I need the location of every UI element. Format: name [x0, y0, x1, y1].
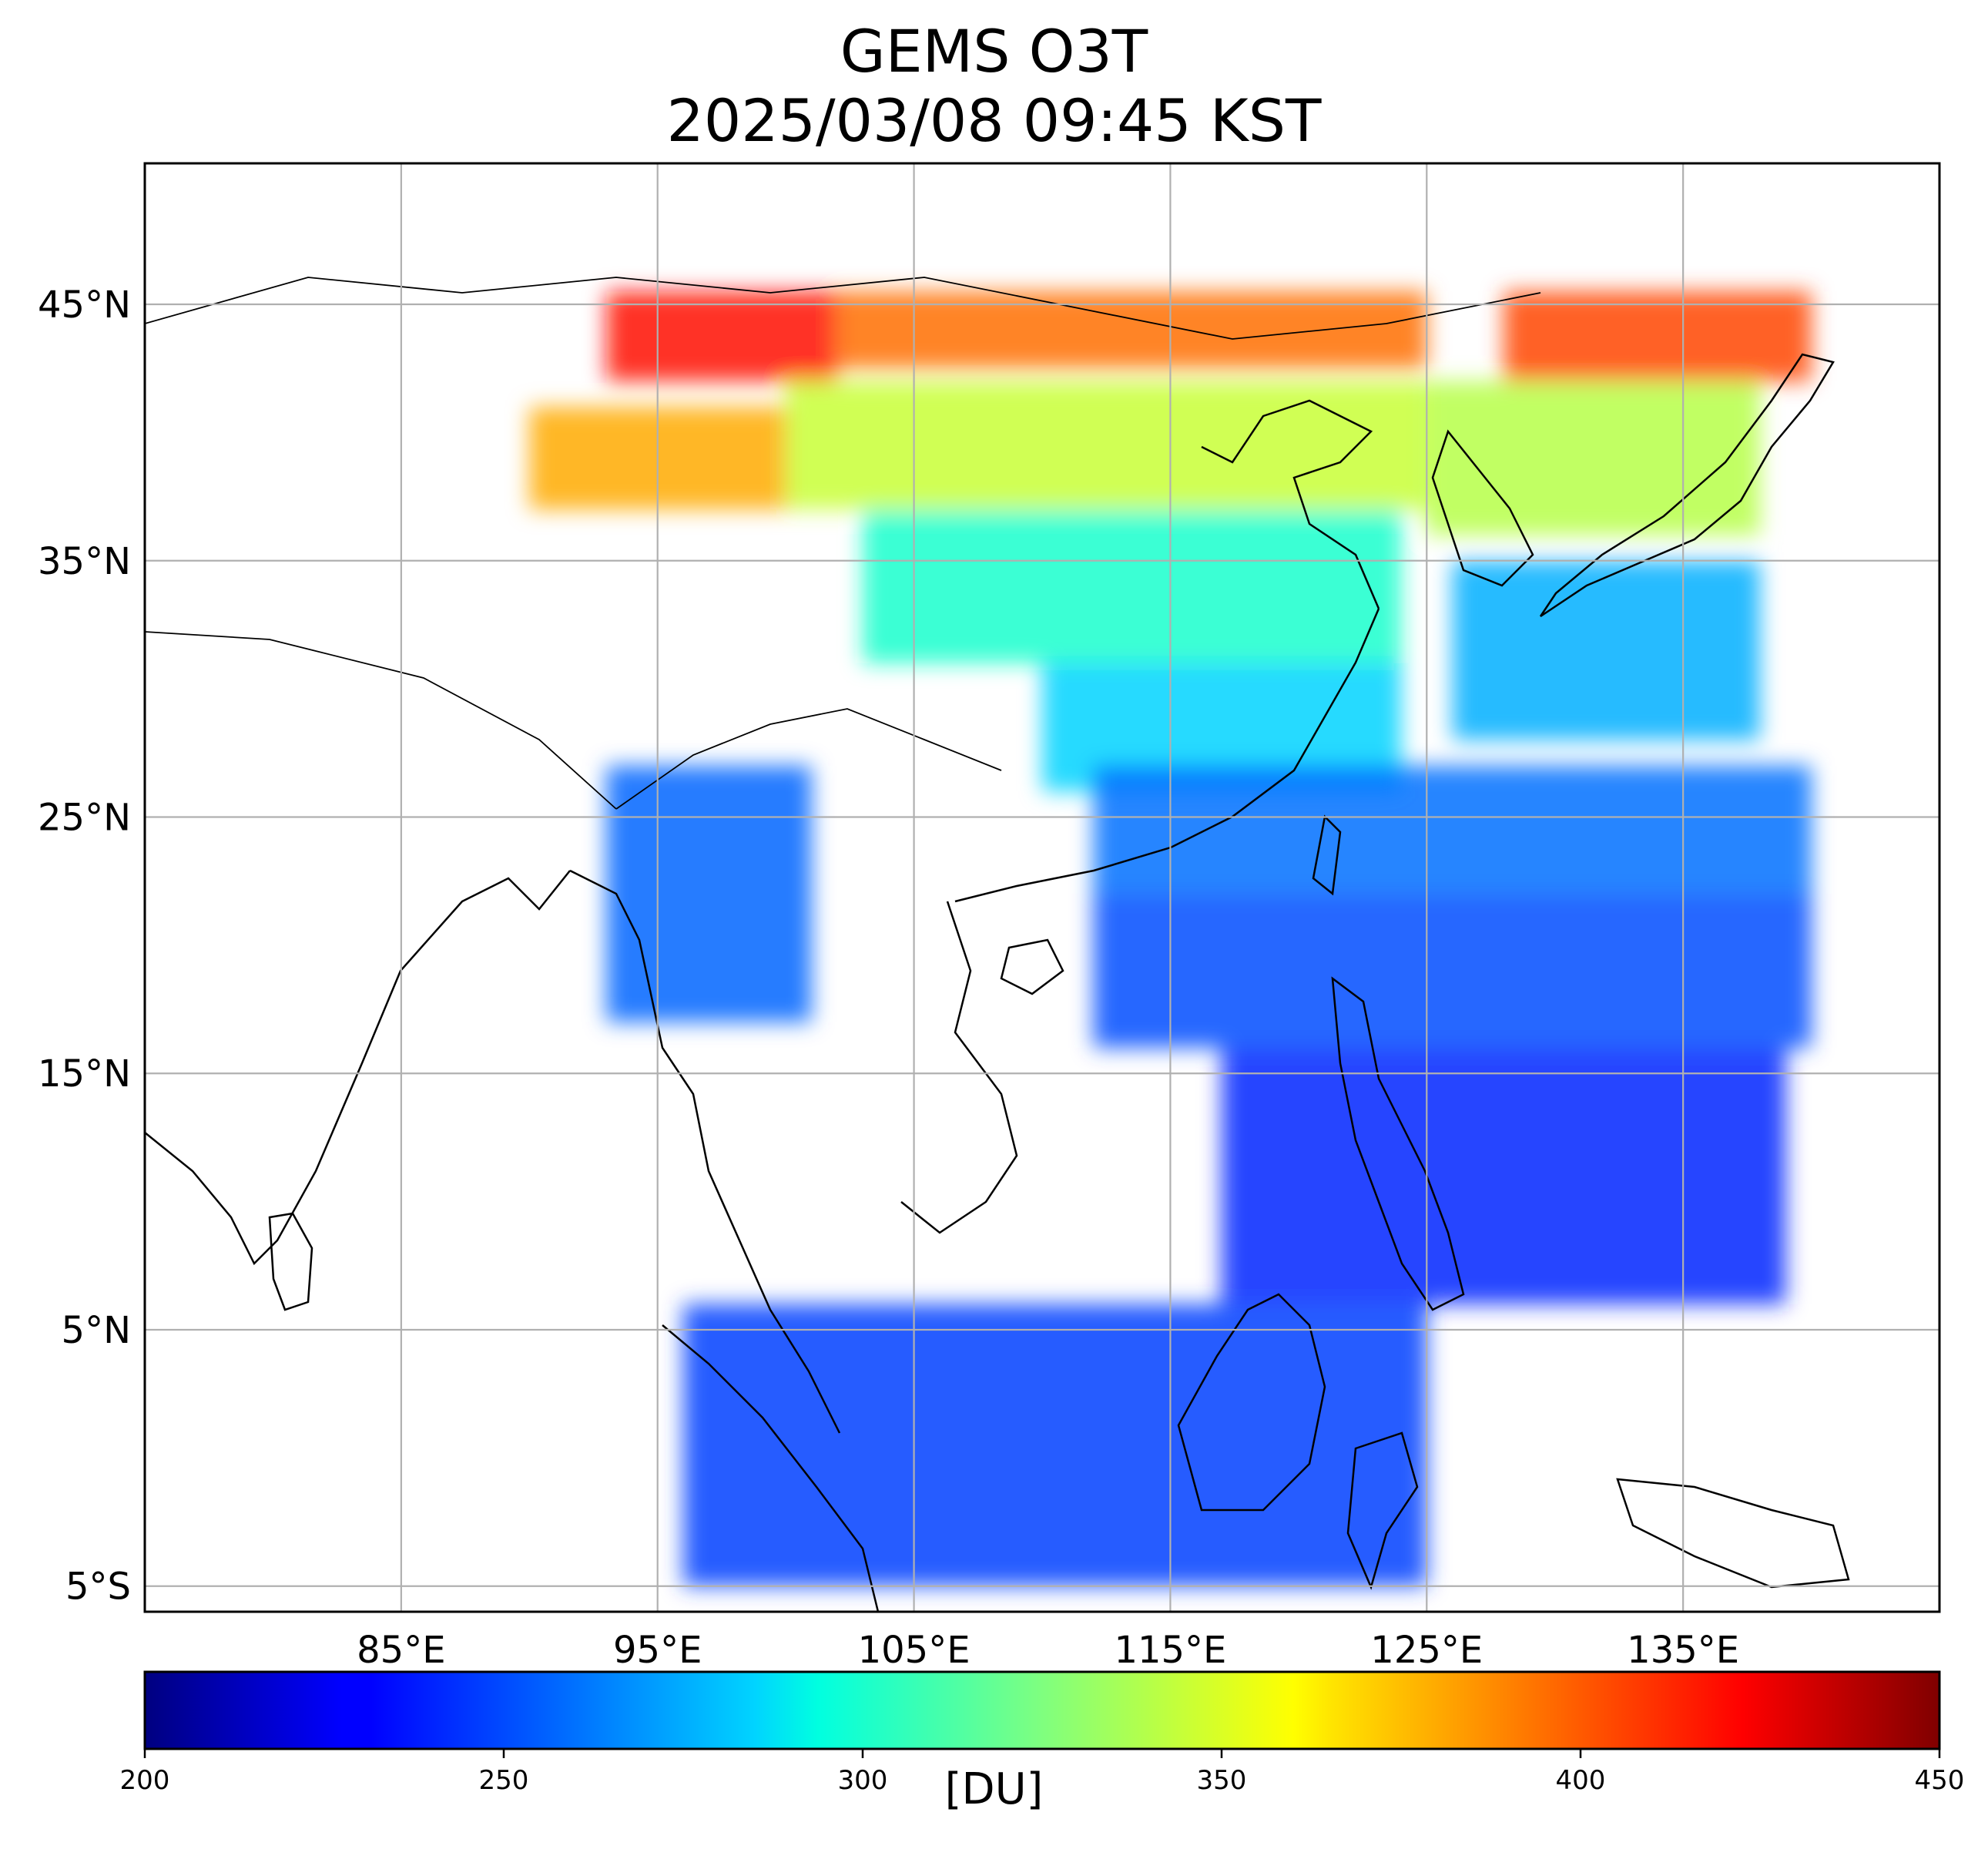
coastline-taiwan [1312, 814, 1342, 896]
longitude-tick-label: 125°E [1370, 1629, 1483, 1672]
border-north [145, 277, 1541, 340]
colorbar-tick-label: 200 [120, 1765, 170, 1796]
coastline-east-china [1201, 399, 1380, 609]
coastline-hainan [1000, 938, 1064, 995]
map-subtitle: 2025/03/08 09:45 KST [666, 86, 1322, 155]
latitude-tick-label: 25°N [38, 796, 131, 839]
colorbar [143, 1670, 1941, 1750]
colorbar-tick-label: 450 [1915, 1765, 1965, 1796]
ozone-region-4 [786, 381, 1427, 510]
ozone-region-1 [836, 291, 1427, 369]
coastline-japan [1539, 353, 1835, 618]
latitude-tick-label: 35°N [38, 540, 131, 583]
coastline-new-guinea [1616, 1478, 1850, 1589]
map-title: GEMS O3T [840, 17, 1148, 86]
colorbar-tick-label: 350 [1197, 1765, 1247, 1796]
coastline-korea [1431, 429, 1534, 587]
map-grid [145, 163, 1939, 1612]
coastline-sumatra [662, 1324, 880, 1612]
longitude-tick-label: 105°E [858, 1629, 971, 1672]
latitude-tick-label: 5°S [65, 1566, 131, 1609]
coastline-sulawesi [1346, 1431, 1419, 1590]
colorbar-tick-label: 250 [479, 1765, 529, 1796]
ozone-field [529, 291, 1812, 1586]
colorbar-tick-label: 400 [1556, 1765, 1606, 1796]
ozone-region-8 [1452, 560, 1760, 740]
latitude-tick-labels: 45°N 35°N 25°N 15°N 5°N 5°S [38, 284, 131, 1609]
longitude-tick-label: 115°E [1114, 1629, 1226, 1672]
border-himalaya [145, 631, 617, 810]
plot-frame [143, 162, 1941, 1613]
coastline-borneo [1177, 1293, 1326, 1512]
coastline-malay-peninsula [569, 869, 841, 1434]
ozone-region-10 [1093, 765, 1812, 894]
colorbar-tick-labels: 200 250 300 350 400 450 [120, 1749, 1965, 1796]
ozone-region-13 [683, 1304, 1427, 1586]
ozone-region-6 [863, 509, 1401, 663]
coastline-sri-lanka [268, 1212, 313, 1311]
ozone-region-5 [1426, 381, 1760, 535]
longitude-tick-labels: 85°E 95°E 105°E 115°E 125°E 135°E [357, 1629, 1739, 1672]
latitude-tick-label: 45°N [38, 284, 131, 327]
longitude-tick-label: 85°E [357, 1629, 445, 1672]
coastline-india [145, 870, 571, 1266]
ozone-region-0 [606, 291, 837, 381]
coastline-indochina [900, 901, 1018, 1234]
ozone-region-2 [1504, 291, 1812, 381]
colorbar-unit-label: [DU] [944, 1764, 1044, 1814]
latitude-tick-label: 5°N [62, 1309, 131, 1352]
latitude-tick-label: 15°N [38, 1052, 131, 1096]
border-china-south [615, 708, 1002, 810]
coastline-philippines [1331, 976, 1465, 1311]
ozone-region-11 [1093, 894, 1812, 1048]
longitude-tick-label: 95°E [613, 1629, 702, 1672]
ozone-region-9 [606, 765, 812, 1022]
colorbar-tick-label: 300 [838, 1765, 888, 1796]
longitude-tick-label: 135°E [1627, 1629, 1739, 1672]
ozone-region-12 [1222, 1047, 1786, 1304]
